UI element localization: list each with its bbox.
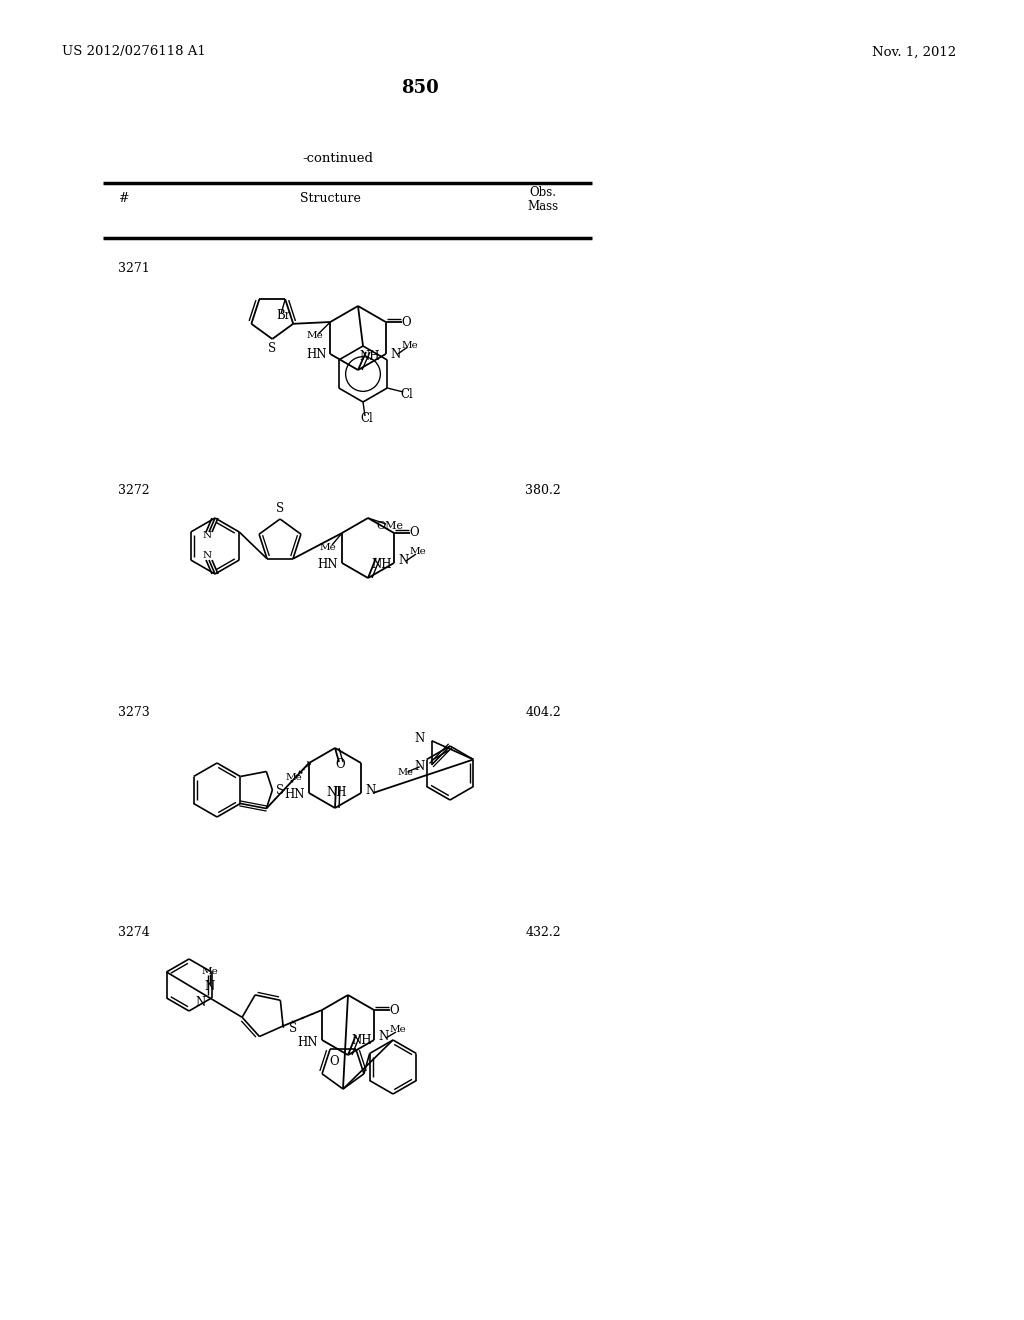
Text: Me: Me <box>401 342 418 351</box>
Text: S: S <box>275 502 284 515</box>
Text: HN: HN <box>317 558 338 572</box>
Text: Me: Me <box>389 1026 407 1035</box>
Text: Br: Br <box>276 309 291 322</box>
Text: N: N <box>415 733 425 746</box>
Text: N: N <box>205 979 215 993</box>
Text: Me: Me <box>410 548 426 557</box>
Text: 432.2: 432.2 <box>525 925 561 939</box>
Text: US 2012/0276118 A1: US 2012/0276118 A1 <box>62 45 206 58</box>
Text: Obs.: Obs. <box>529 186 556 198</box>
Text: NH: NH <box>327 785 347 799</box>
Text: #: # <box>118 191 128 205</box>
Text: N: N <box>390 347 400 360</box>
Text: HN: HN <box>298 1035 318 1048</box>
Text: N: N <box>399 553 410 566</box>
Text: 3274: 3274 <box>118 925 150 939</box>
Text: N: N <box>379 1031 389 1044</box>
Text: HN: HN <box>285 788 305 801</box>
Text: NH: NH <box>352 1035 373 1048</box>
Text: O: O <box>335 758 345 771</box>
Text: 3273: 3273 <box>118 705 150 718</box>
Text: -continued: -continued <box>302 152 374 165</box>
Text: Mass: Mass <box>527 199 558 213</box>
Text: N: N <box>203 532 212 540</box>
Text: Me: Me <box>201 968 218 977</box>
Text: Me: Me <box>307 331 324 341</box>
Text: S: S <box>268 342 276 355</box>
Text: OMe: OMe <box>377 521 403 531</box>
Text: Me: Me <box>397 768 414 777</box>
Text: 3272: 3272 <box>118 483 150 496</box>
Text: 3271: 3271 <box>118 261 150 275</box>
Text: NH: NH <box>372 557 392 570</box>
Text: 850: 850 <box>401 79 439 96</box>
Text: O: O <box>401 315 411 329</box>
Text: N: N <box>196 997 206 1010</box>
Text: N: N <box>203 552 212 561</box>
Text: 404.2: 404.2 <box>525 705 561 718</box>
Text: 380.2: 380.2 <box>525 483 561 496</box>
Text: O: O <box>330 1055 339 1068</box>
Text: NH: NH <box>359 350 380 363</box>
Text: O: O <box>410 527 419 540</box>
Text: S: S <box>276 784 285 796</box>
Text: HN: HN <box>306 347 327 360</box>
Text: N: N <box>415 760 425 774</box>
Text: Me: Me <box>319 543 337 552</box>
Text: Nov. 1, 2012: Nov. 1, 2012 <box>872 45 956 58</box>
Text: N: N <box>366 784 376 796</box>
Text: O: O <box>389 1003 398 1016</box>
Text: Cl: Cl <box>360 412 374 425</box>
Text: Structure: Structure <box>300 191 360 205</box>
Text: S: S <box>289 1022 297 1035</box>
Text: Me: Me <box>286 772 302 781</box>
Text: Cl: Cl <box>400 388 414 400</box>
